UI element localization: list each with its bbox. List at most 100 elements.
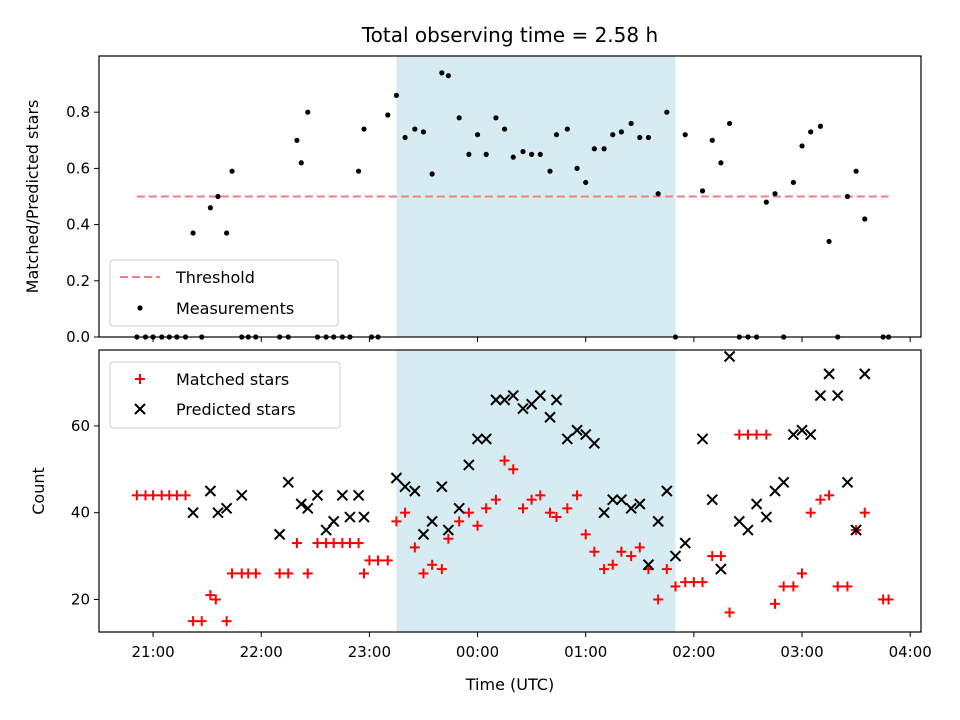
top-axes: 0.0 0.2 0.4 0.6 0.8 <box>66 55 922 346</box>
measurement-point <box>298 160 304 166</box>
predicted-star-point <box>804 428 817 441</box>
matched-star-point <box>670 581 681 592</box>
measurement-point <box>385 112 391 118</box>
matched-star-point <box>842 581 853 592</box>
matched-star-point <box>562 503 573 514</box>
matched-star-point <box>481 503 492 514</box>
measurement-point <box>709 137 715 143</box>
predicted-star-point <box>750 498 763 510</box>
predicted-star-point <box>426 515 438 528</box>
matched-star-point <box>344 538 355 549</box>
predicted-star-point <box>669 550 682 562</box>
matched-star-point <box>707 551 718 562</box>
matched-star-point <box>653 594 664 605</box>
measurement-point <box>844 193 851 200</box>
matched-star-point <box>883 594 894 605</box>
matched-star-point <box>859 507 870 518</box>
predicted-star-point <box>661 485 673 497</box>
matched-star-point <box>742 429 753 440</box>
x-tick-label: 22:00 <box>240 643 283 661</box>
matched-star-point <box>680 577 691 588</box>
measurement-point <box>402 134 408 141</box>
matched-star-point <box>196 616 207 627</box>
measurement-point <box>553 132 560 138</box>
predicted-star-point <box>544 411 556 423</box>
matched-star-point <box>535 490 546 501</box>
chart-title: Total observing time = 2.58 h <box>361 23 658 47</box>
matched-star-point <box>353 538 364 549</box>
measurement-point <box>445 73 451 79</box>
matched-star-point <box>697 577 708 588</box>
bottom-legend: Matched stars Predicted stars <box>109 361 341 429</box>
measurement-point <box>862 216 868 222</box>
matched-star-point <box>607 559 618 570</box>
predicted-star-point <box>358 511 370 523</box>
predicted-star-point <box>733 515 746 528</box>
predicted-star-point <box>507 389 519 402</box>
matched-star-point <box>599 564 610 575</box>
matched-star-point <box>400 507 411 518</box>
predicted-star-point <box>742 524 754 536</box>
measurement-point <box>420 129 427 135</box>
matched-star-point <box>364 555 375 566</box>
matched-star-point <box>205 590 216 601</box>
measurement-point <box>393 92 400 98</box>
matched-star-point <box>572 490 583 501</box>
matched-star-point <box>291 538 302 549</box>
bottom-y-axis-label: Count <box>29 467 48 515</box>
predicted-star-point <box>220 502 233 515</box>
matched-star-point <box>626 551 637 562</box>
matched-star-point <box>832 581 843 592</box>
x-tick-label: 04:00 <box>889 643 932 661</box>
y-tick-label: 0.8 <box>66 103 90 121</box>
predicted-star-point <box>642 559 655 571</box>
predicted-star-point <box>787 428 800 441</box>
predicted-star-point <box>498 394 511 406</box>
matched-star-point <box>661 564 672 575</box>
x-tick-label: 23:00 <box>348 643 391 661</box>
measurement-point <box>699 188 706 194</box>
matched-star-point <box>472 520 483 531</box>
matched-star-point <box>526 494 537 505</box>
matched-star-point <box>409 542 420 553</box>
predicted-star-point <box>399 480 411 493</box>
predicted-star-point <box>796 424 808 436</box>
measurement-point <box>583 179 589 186</box>
predicted-star-point <box>607 493 619 506</box>
measurement-point <box>547 168 553 174</box>
predicted-star-point <box>652 515 664 528</box>
matched-star-point <box>382 555 393 566</box>
top-panel: 0.00.20.40.60.8 Matched/Predicted stars … <box>23 55 922 346</box>
predicted-star-point <box>295 498 307 510</box>
bottom-axes: 20 40 60 21:00 22:00 23:00 00:00 01:00 02:00 03:0… <box>71 349 932 661</box>
predicted-star-point <box>832 389 844 402</box>
measurement-point <box>808 129 814 135</box>
matched-star-point <box>131 490 142 501</box>
matched-star-point <box>589 546 600 557</box>
matched-star-point <box>180 490 191 501</box>
measurement-point <box>361 126 367 132</box>
measurement-point <box>520 148 526 155</box>
predicted-star-point <box>571 424 583 436</box>
measurement-point <box>726 120 733 127</box>
y-tick-label: 20 <box>71 590 90 608</box>
predicted-star-point <box>336 489 349 502</box>
predicted-star-point <box>769 485 781 497</box>
matched-star-point <box>436 564 447 575</box>
matched-star-point <box>551 512 562 523</box>
y-tick-label: 60 <box>71 417 90 435</box>
matched-legend-label: Matched stars <box>176 370 289 389</box>
top-y-axis-label: Matched/Predicted stars <box>23 100 42 294</box>
measurement-point <box>817 123 824 129</box>
axes-frame <box>98 55 922 338</box>
matched-star-point <box>391 516 402 527</box>
predicted-star-point <box>615 493 628 506</box>
y-tick-label: 0.6 <box>66 159 90 177</box>
measurement-point <box>207 205 214 211</box>
predicted-star-point <box>302 502 314 515</box>
predicted-legend-label: Predicted stars <box>176 400 296 419</box>
top-legend-box <box>109 259 339 327</box>
predicted-star-point <box>273 528 286 541</box>
threshold-legend-label: Threshold <box>175 268 255 287</box>
matched-star-point <box>227 568 238 579</box>
